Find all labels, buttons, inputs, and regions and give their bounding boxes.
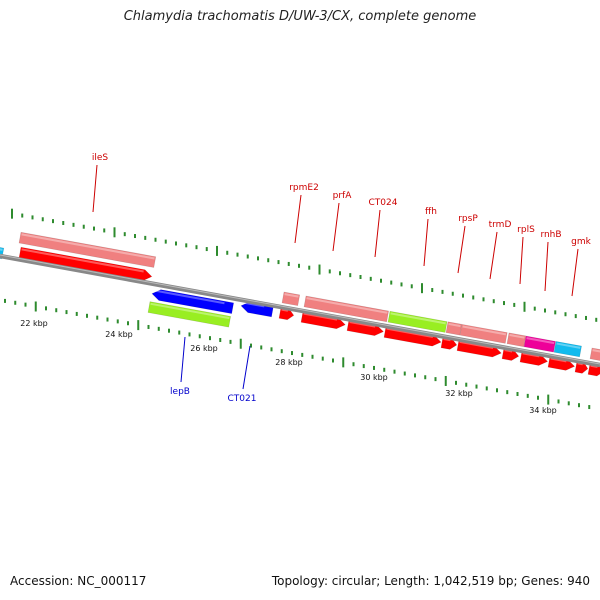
- gene-label-trmd: trmD: [489, 220, 512, 280]
- svg-text:trmD: trmD: [489, 220, 512, 230]
- svg-text:CT021: CT021: [228, 394, 257, 404]
- ruler-label: 22 kbp: [20, 319, 48, 328]
- gene-labels: ileS rpmE2 prfA CT024 ffh rpsP trmD rplS rnhB gmk…: [92, 153, 592, 404]
- map-title: Chlamydia trachomatis D/UW-3/CX, complet…: [123, 9, 477, 24]
- gene-block: [523, 335, 556, 353]
- gene-label-rnhb: rnhB: [540, 230, 562, 292]
- svg-text:ffh: ffh: [425, 207, 437, 217]
- gene-label-prfa: prfA: [332, 191, 353, 252]
- svg-text:gmk: gmk: [571, 237, 591, 247]
- svg-text:rpsP: rpsP: [458, 214, 478, 224]
- feature-track: [0, 231, 600, 377]
- gene-block: [147, 301, 232, 328]
- svg-text:CT024: CT024: [369, 198, 398, 208]
- outer-tick-track: [11, 208, 598, 322]
- genome-backbone-highlight: [0, 254, 600, 365]
- gene-block: [303, 295, 389, 323]
- cds-arrow: [18, 246, 153, 281]
- svg-text:rnhB: rnhB: [540, 230, 561, 240]
- gene-block: [18, 231, 157, 268]
- gene-label-lepb: lepB: [170, 336, 190, 397]
- ruler-label: 34 kbp: [529, 406, 557, 415]
- ruler-label: 32 kbp: [445, 389, 473, 398]
- ruler-label: 30 kbp: [360, 373, 388, 382]
- gene-label-ct024: CT024: [369, 198, 398, 258]
- gene-label-rpls: rplS: [517, 225, 535, 285]
- inner-tick-track: [4, 298, 591, 410]
- gene-block: [445, 321, 463, 336]
- svg-text:ileS: ileS: [92, 153, 109, 163]
- svg-text:rplS: rplS: [517, 225, 535, 235]
- gene-label-ffh: ffh: [423, 207, 437, 267]
- svg-text:lepB: lepB: [170, 387, 190, 397]
- ruler-label: 26 kbp: [190, 344, 218, 353]
- gene-block: [553, 341, 582, 358]
- gene-label-ct021: CT021: [228, 345, 257, 404]
- gene-label-iles: ileS: [92, 153, 109, 213]
- gene-block: [589, 347, 600, 362]
- cds-arrow-reverse: [151, 289, 235, 315]
- gene-label-rpsp: rpsP: [457, 214, 478, 274]
- ruler-label: 28 kbp: [275, 358, 303, 367]
- gene-block: [281, 291, 301, 307]
- backbone-layer: [0, 253, 600, 368]
- svg-text:prfA: prfA: [333, 191, 353, 201]
- ruler-label: 24 kbp: [105, 330, 133, 339]
- gene-label-gmk: gmk: [571, 237, 592, 297]
- gene-label-rpme2: rpmE2: [289, 183, 319, 244]
- svg-text:rpmE2: rpmE2: [289, 183, 319, 193]
- gene-block: [459, 323, 508, 344]
- accession-text: Accession: NC_000117: [10, 574, 147, 588]
- gene-block: [387, 310, 448, 333]
- gene-block: [506, 332, 527, 348]
- genome-summary-text: Topology: circular; Length: 1,042,519 bp…: [271, 574, 590, 588]
- genome-backbone: [0, 253, 600, 368]
- ruler-labels: 22 kbp 24 kbp 26 kbp 28 kbp 30 kbp 32 kbp 34 k…: [20, 319, 557, 415]
